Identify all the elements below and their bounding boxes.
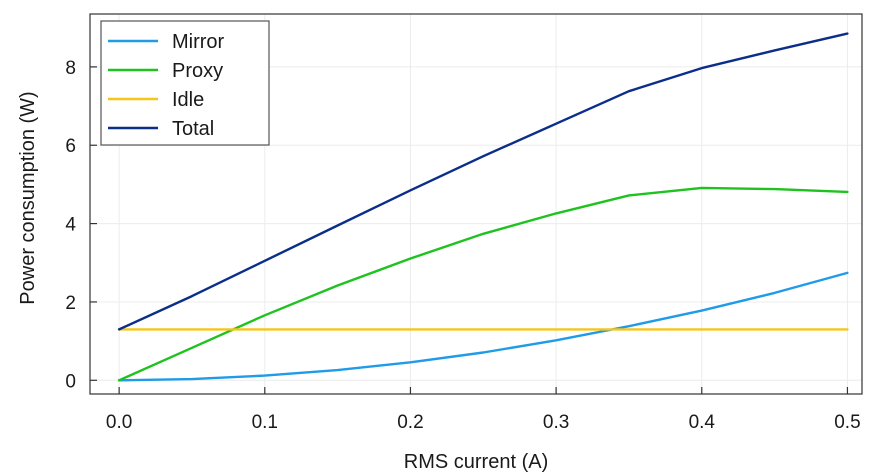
legend: Mirror Proxy Idle Total [100, 20, 270, 146]
y-axis: 0 2 4 6 8 [65, 58, 97, 392]
x-axis: 0.0 0.1 0.2 0.3 0.4 0.5 [106, 387, 861, 433]
y-tick-label: 6 [65, 136, 76, 157]
legend-label-total: Total [172, 118, 214, 140]
x-axis-label: RMS current (A) [404, 451, 548, 473]
plot-frame [89, 13, 863, 395]
x-tick-label: 0.2 [397, 412, 423, 433]
x-tick-label: 0.1 [252, 412, 278, 433]
y-tick-label: 8 [65, 58, 76, 79]
x-tick-label: 0.4 [689, 412, 716, 433]
legend-label-mirror: Mirror [172, 31, 225, 53]
y-axis-label: Power consumption (W) [17, 91, 39, 304]
y-tick-label: 0 [65, 371, 76, 392]
y-tick-label: 2 [65, 293, 76, 314]
series-line-proxy [117, 186, 849, 382]
legend-label-proxy: Proxy [172, 60, 223, 82]
series-layer [117, 32, 849, 382]
x-tick-label: 0.3 [543, 412, 569, 433]
y-tick-label: 4 [65, 215, 76, 236]
x-tick-label: 0.5 [834, 412, 860, 433]
series-line-mirror [117, 271, 849, 382]
legend-label-idle: Idle [172, 89, 204, 111]
x-tick-label: 0.0 [106, 412, 132, 433]
series-line-total [117, 32, 849, 331]
